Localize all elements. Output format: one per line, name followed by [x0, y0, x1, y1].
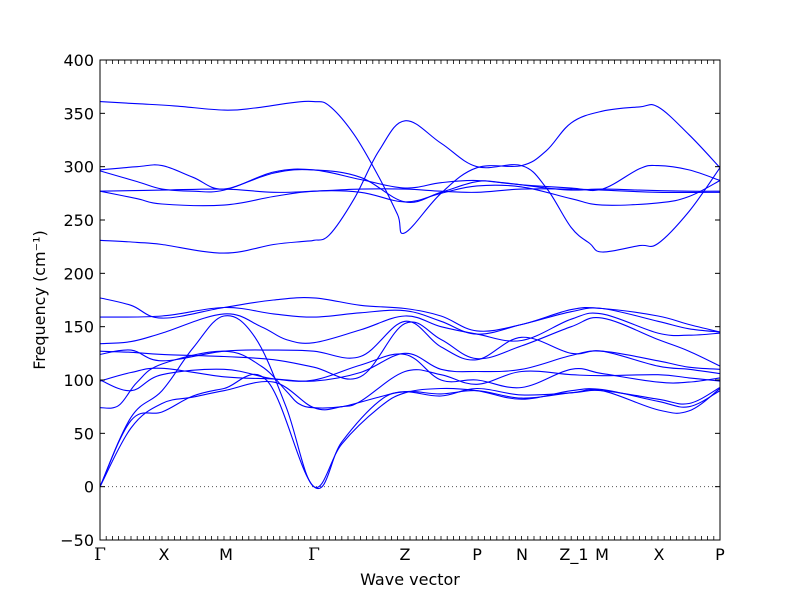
band-12 [99, 350, 721, 382]
band-15 [99, 315, 721, 489]
y-tick-label: −50 [60, 531, 94, 550]
x-tick-label-4: Z [399, 545, 410, 564]
x-tick-label-3: Γ [308, 545, 320, 565]
x-tick-label-1: X [158, 545, 169, 564]
y-tick-label: 200 [63, 264, 94, 283]
x-tick-label-2: M [219, 545, 233, 564]
x-axis-label: Wave vector [360, 570, 460, 589]
band-8 [99, 306, 721, 335]
x-tick-label-9: X [654, 545, 665, 564]
band-7 [99, 297, 721, 333]
band-3 [99, 168, 721, 203]
y-tick-label: 250 [63, 211, 94, 230]
y-tick-label: 300 [63, 158, 94, 177]
y-tick-label: 350 [63, 104, 94, 123]
x-tick-label-8: M [595, 545, 609, 564]
band-4 [99, 188, 721, 194]
y-tick-label: 400 [63, 51, 94, 70]
plot-area [100, 60, 720, 540]
x-tick-label-7: Z_1 [559, 545, 588, 565]
x-tick-label-10: P [715, 545, 725, 564]
band-13 [99, 353, 721, 392]
band-6 [99, 120, 721, 254]
x-tick-label-5: P [472, 545, 482, 564]
band-5 [99, 180, 721, 207]
y-tick-label: 150 [63, 318, 94, 337]
band-2 [99, 164, 721, 192]
y-tick-label: 100 [63, 371, 94, 390]
band-9 [99, 312, 721, 345]
y-tick-label: 0 [84, 478, 94, 497]
band-1 [99, 100, 721, 235]
x-tick-label-6: N [516, 545, 528, 564]
x-tick-label-0: Γ [94, 545, 106, 565]
plot-frame [99, 59, 721, 541]
band-11 [99, 320, 721, 375]
bands [99, 100, 721, 490]
y-tick-label: 50 [74, 424, 94, 443]
y-axis-label: Frequency (cm⁻¹) [30, 230, 49, 369]
band-17 [99, 373, 721, 490]
band-14 [99, 350, 721, 409]
